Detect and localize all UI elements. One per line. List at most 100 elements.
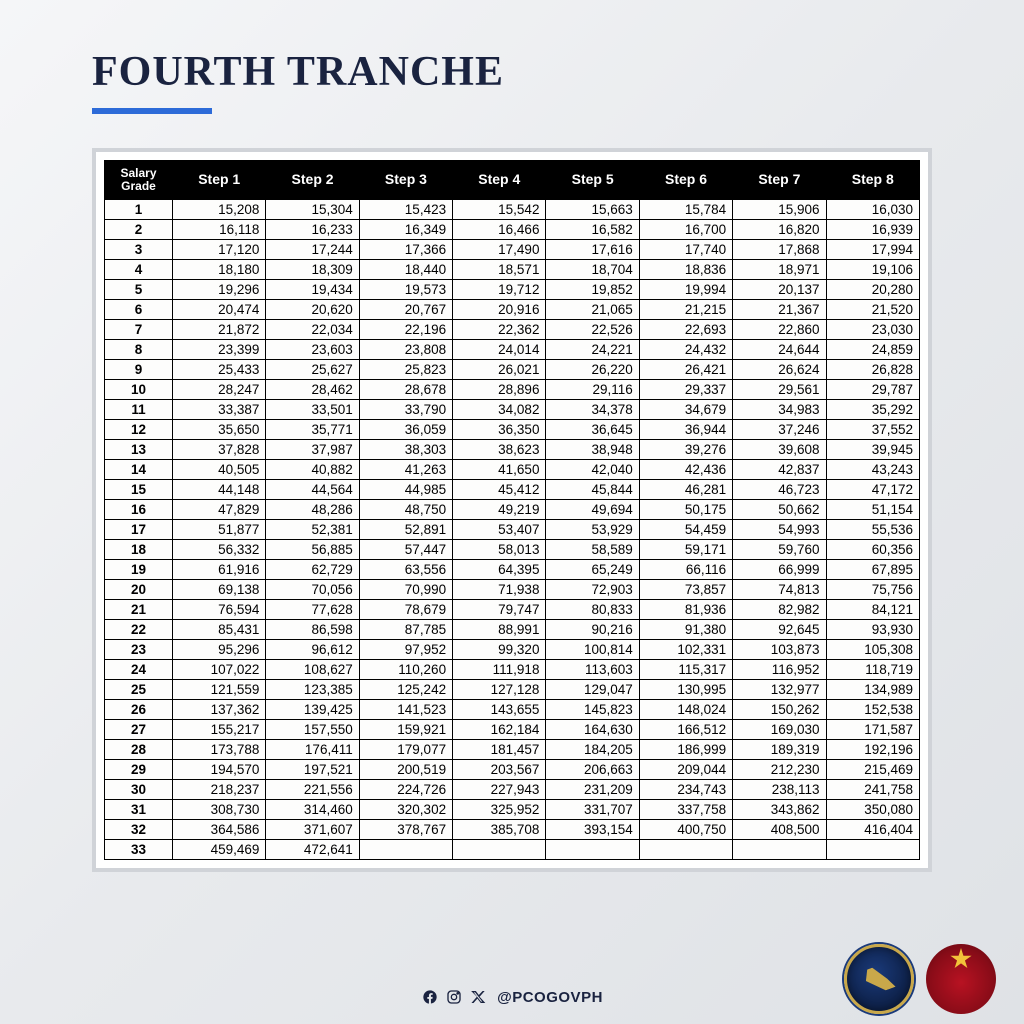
value-cell: 197,521 (266, 760, 359, 780)
value-cell: 15,906 (733, 200, 826, 220)
value-cell: 33,790 (359, 400, 452, 420)
value-cell: 19,852 (546, 280, 639, 300)
value-cell: 24,644 (733, 340, 826, 360)
value-cell: 51,154 (826, 500, 919, 520)
value-cell: 123,385 (266, 680, 359, 700)
value-cell: 43,243 (826, 460, 919, 480)
value-cell: 46,281 (639, 480, 732, 500)
value-cell: 134,989 (826, 680, 919, 700)
value-cell: 17,120 (173, 240, 266, 260)
value-cell: 320,302 (359, 800, 452, 820)
grade-cell: 19 (105, 560, 173, 580)
value-cell: 139,425 (266, 700, 359, 720)
value-cell: 28,462 (266, 380, 359, 400)
value-cell: 67,895 (826, 560, 919, 580)
grade-cell: 10 (105, 380, 173, 400)
table-row: 115,20815,30415,42315,54215,66315,78415,… (105, 200, 920, 220)
value-cell: 200,519 (359, 760, 452, 780)
grade-cell: 28 (105, 740, 173, 760)
value-cell: 56,885 (266, 540, 359, 560)
value-cell: 16,820 (733, 220, 826, 240)
value-cell: 22,526 (546, 320, 639, 340)
table-row: 1751,87752,38152,89153,40753,92954,45954… (105, 520, 920, 540)
value-cell (733, 840, 826, 860)
value-cell: 100,814 (546, 640, 639, 660)
value-cell: 42,837 (733, 460, 826, 480)
value-cell: 192,196 (826, 740, 919, 760)
value-cell: 75,756 (826, 580, 919, 600)
value-cell: 155,217 (173, 720, 266, 740)
grade-cell: 11 (105, 400, 173, 420)
grade-cell: 4 (105, 260, 173, 280)
value-cell: 38,623 (453, 440, 546, 460)
table-row: 1133,38733,50133,79034,08234,37834,67934… (105, 400, 920, 420)
value-cell: 58,013 (453, 540, 546, 560)
value-cell: 49,219 (453, 500, 546, 520)
title-underline (92, 108, 212, 114)
value-cell: 33,501 (266, 400, 359, 420)
value-cell: 393,154 (546, 820, 639, 840)
table-row: 418,18018,30918,44018,57118,70418,83618,… (105, 260, 920, 280)
value-cell: 86,598 (266, 620, 359, 640)
grade-cell: 29 (105, 760, 173, 780)
value-cell: 85,431 (173, 620, 266, 640)
value-cell: 152,538 (826, 700, 919, 720)
value-cell: 308,730 (173, 800, 266, 820)
value-cell: 39,945 (826, 440, 919, 460)
value-cell: 179,077 (359, 740, 452, 760)
value-cell: 15,663 (546, 200, 639, 220)
value-cell: 212,230 (733, 760, 826, 780)
value-cell: 50,662 (733, 500, 826, 520)
value-cell: 18,440 (359, 260, 452, 280)
grade-cell: 12 (105, 420, 173, 440)
table-row: 2069,13870,05670,99071,93872,90373,85774… (105, 580, 920, 600)
value-cell: 45,412 (453, 480, 546, 500)
value-cell: 218,237 (173, 780, 266, 800)
value-cell: 18,180 (173, 260, 266, 280)
value-cell: 231,209 (546, 780, 639, 800)
col-step-4: Step 4 (453, 161, 546, 200)
ph-seal-icon (926, 944, 996, 1014)
value-cell: 105,308 (826, 640, 919, 660)
grade-cell: 23 (105, 640, 173, 660)
value-cell: 36,350 (453, 420, 546, 440)
value-cell: 206,663 (546, 760, 639, 780)
value-cell: 44,564 (266, 480, 359, 500)
value-cell: 49,694 (546, 500, 639, 520)
value-cell: 69,138 (173, 580, 266, 600)
value-cell: 19,434 (266, 280, 359, 300)
value-cell: 350,080 (826, 800, 919, 820)
value-cell: 129,047 (546, 680, 639, 700)
value-cell: 378,767 (359, 820, 452, 840)
value-cell: 113,603 (546, 660, 639, 680)
value-cell: 17,994 (826, 240, 919, 260)
instagram-icon (445, 988, 463, 1006)
value-cell: 416,404 (826, 820, 919, 840)
table-row: 32364,586371,607378,767385,708393,154400… (105, 820, 920, 840)
value-cell: 164,630 (546, 720, 639, 740)
value-cell: 15,542 (453, 200, 546, 220)
value-cell: 54,993 (733, 520, 826, 540)
value-cell: 21,215 (639, 300, 732, 320)
value-cell: 400,750 (639, 820, 732, 840)
table-header-row: SalaryGradeStep 1Step 2Step 3Step 4Step … (105, 161, 920, 200)
value-cell: 20,767 (359, 300, 452, 320)
grade-cell: 9 (105, 360, 173, 380)
value-cell: 21,367 (733, 300, 826, 320)
col-step-6: Step 6 (639, 161, 732, 200)
table-row: 1961,91662,72963,55664,39565,24966,11666… (105, 560, 920, 580)
value-cell: 84,121 (826, 600, 919, 620)
col-step-2: Step 2 (266, 161, 359, 200)
value-cell: 20,280 (826, 280, 919, 300)
value-cell: 16,030 (826, 200, 919, 220)
grade-cell: 8 (105, 340, 173, 360)
value-cell: 44,148 (173, 480, 266, 500)
value-cell: 314,460 (266, 800, 359, 820)
table-row: 1440,50540,88241,26341,65042,04042,43642… (105, 460, 920, 480)
value-cell: 64,395 (453, 560, 546, 580)
value-cell: 52,891 (359, 520, 452, 540)
value-cell: 37,828 (173, 440, 266, 460)
value-cell: 227,943 (453, 780, 546, 800)
value-cell (546, 840, 639, 860)
value-cell: 241,758 (826, 780, 919, 800)
